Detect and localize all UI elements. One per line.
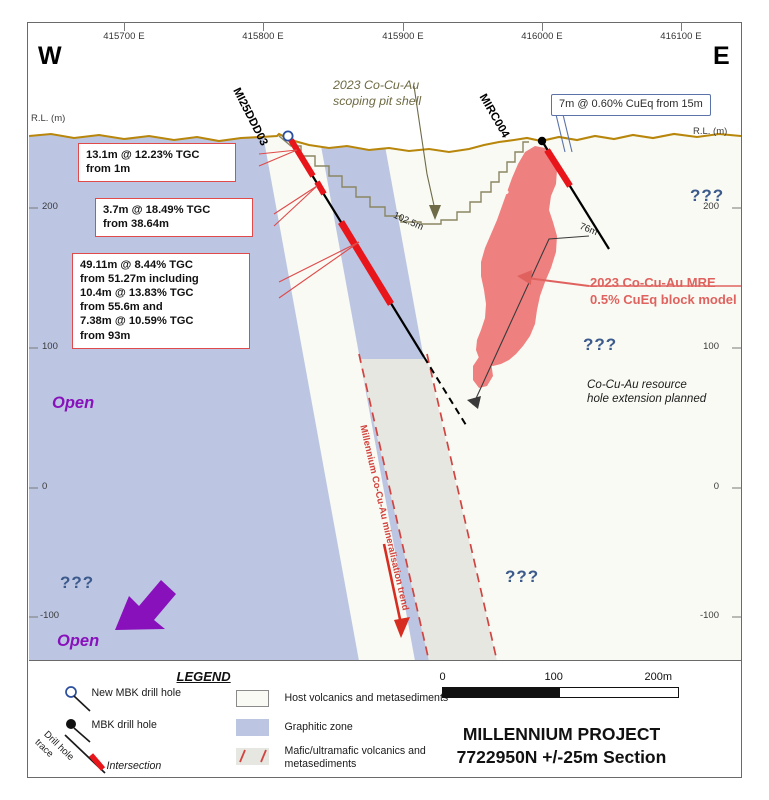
intersection-callout-3: 49.11m @ 8.44% TGC from 51.27m including… <box>72 253 250 349</box>
question-marks: ??? <box>60 573 95 592</box>
open-circle-icon <box>64 686 77 698</box>
scoping-pit-shell-outline <box>278 134 529 225</box>
pit-shell-label: 2023 Co-Cu-Au scoping pit shell <box>333 78 422 108</box>
rl-tick-left-100: 100 <box>42 341 58 352</box>
question-marks: ??? <box>690 186 725 205</box>
project-title-line1: MILLENNIUM PROJECT <box>462 724 661 744</box>
legend-label-mbk: MBK drill hole <box>91 719 157 731</box>
intersection-bar <box>543 147 573 188</box>
graphitic-gap-1 <box>271 133 389 661</box>
scale-tick-100: 100 <box>544 671 563 683</box>
drill-hole-MIRC004 <box>537 136 610 250</box>
rl-tickmarks <box>28 207 741 617</box>
drill-trace-icon <box>72 695 91 712</box>
pit-shell-leader <box>412 85 441 220</box>
legend-symbol-graphics <box>63 686 106 774</box>
cueq-callout: 7m @ 0.60% CuEq from 15m <box>551 94 711 117</box>
intersection-bar <box>313 179 327 196</box>
easting-tickmark <box>681 22 682 31</box>
planned-extension <box>422 355 467 426</box>
open-arrow-southwest <box>114 579 176 630</box>
mre-tail <box>472 353 493 388</box>
collar-filled-circle <box>537 136 546 145</box>
drill-trace-icon <box>72 727 91 743</box>
easting-tick-label: 415900 E <box>382 31 424 42</box>
rl-tick-right-neg100: -100 <box>699 610 719 621</box>
rl-tick-right-100: 100 <box>703 341 719 352</box>
mineralisation-trend-boundary <box>357 353 498 661</box>
rl-caption-right: R.L. (m) <box>693 126 728 137</box>
mre-void <box>494 195 501 202</box>
drill-hole-MI25DDD03 <box>281 130 467 426</box>
rl-tick-left-200: 200 <box>42 201 58 212</box>
compass-east: E <box>713 42 730 70</box>
intersection-callout-1: 13.1m @ 12.23% TGC from 1m <box>78 143 236 183</box>
legend-divider <box>28 660 741 662</box>
topography-line <box>28 132 741 153</box>
easting-tickmark <box>403 22 404 31</box>
easting-tickmark <box>542 22 543 31</box>
project-title-line2: 7722950N +/-25m Section <box>456 747 667 767</box>
legend-label-intersection: Intersection <box>106 760 162 772</box>
leader-arrow-head <box>428 204 441 220</box>
scale-bar <box>441 687 679 698</box>
mafic-dash-icon <box>238 749 267 763</box>
mre-block-model-label: 2023 Co-Cu-Au MRE 0.5% CuEq block model <box>590 275 737 307</box>
trend-arrow-head <box>393 616 410 638</box>
easting-tick-label: 416000 E <box>521 31 563 42</box>
scale-bar-filled <box>442 688 560 697</box>
easting-tick-label: 416100 E <box>660 31 702 42</box>
legend-label-new-mbk: New MBK drill hole <box>91 687 182 699</box>
collar-open-circle <box>281 130 293 142</box>
legend-swatch-graphitic <box>235 719 269 736</box>
mafic-corridor <box>358 358 497 661</box>
legend-title: LEGEND <box>176 669 231 684</box>
question-marks: ??? <box>505 567 540 586</box>
intersection-bar <box>337 219 394 306</box>
rl-tick-left-0: 0 <box>42 481 48 492</box>
leader-arrow-head <box>516 269 532 285</box>
callout-leaders <box>258 148 359 298</box>
mre-void <box>502 189 509 194</box>
rl-tick-right-200: 200 <box>703 201 719 212</box>
easting-tickmark <box>263 22 264 31</box>
open-label-west: Open <box>52 394 95 412</box>
resource-extension-leader <box>466 234 589 409</box>
easting-tick-label: 415700 E <box>103 31 145 42</box>
intersection-bar-icon <box>88 753 105 771</box>
mre-label-leader <box>516 269 741 287</box>
legend-panel: LEGEND New MBK drill hole MBK drill hole… <box>29 661 741 777</box>
easting-tick-label: 415800 E <box>242 31 284 42</box>
compass-west: W <box>38 42 62 70</box>
mre-void <box>488 207 493 212</box>
mre-block-shape <box>475 145 557 366</box>
legend-label-mafic: Mafic/ultramafic volcanics and metasedim… <box>284 745 426 770</box>
rl-tick-left-neg100: -100 <box>40 610 60 621</box>
mre-block-model-body <box>472 145 557 388</box>
intersection-bar <box>287 137 316 178</box>
intersection-callout-2: 3.7m @ 18.49% TGC from 38.64m <box>95 198 253 238</box>
legend-label-graphitic: Graphitic zone <box>284 721 353 733</box>
legend-label-host-rock: Host volcanics and metasediments <box>284 692 449 704</box>
easting-tickmark <box>124 22 125 31</box>
question-marks: ??? <box>583 335 618 354</box>
leader-arrow-head <box>466 395 481 409</box>
resource-extension-label: Co-Cu-Au resource hole extension planned <box>587 378 707 406</box>
scale-tick-200: 200m <box>644 671 673 683</box>
rl-caption-left: R.L. (m) <box>31 113 66 124</box>
legend-swatch-mafic <box>235 748 269 765</box>
scale-tick-0: 0 <box>439 671 446 683</box>
open-label-southwest: Open <box>57 632 100 650</box>
legend-swatch-host-rock <box>235 690 269 707</box>
rl-tick-right-0: 0 <box>713 481 719 492</box>
filled-circle-icon <box>65 719 76 729</box>
